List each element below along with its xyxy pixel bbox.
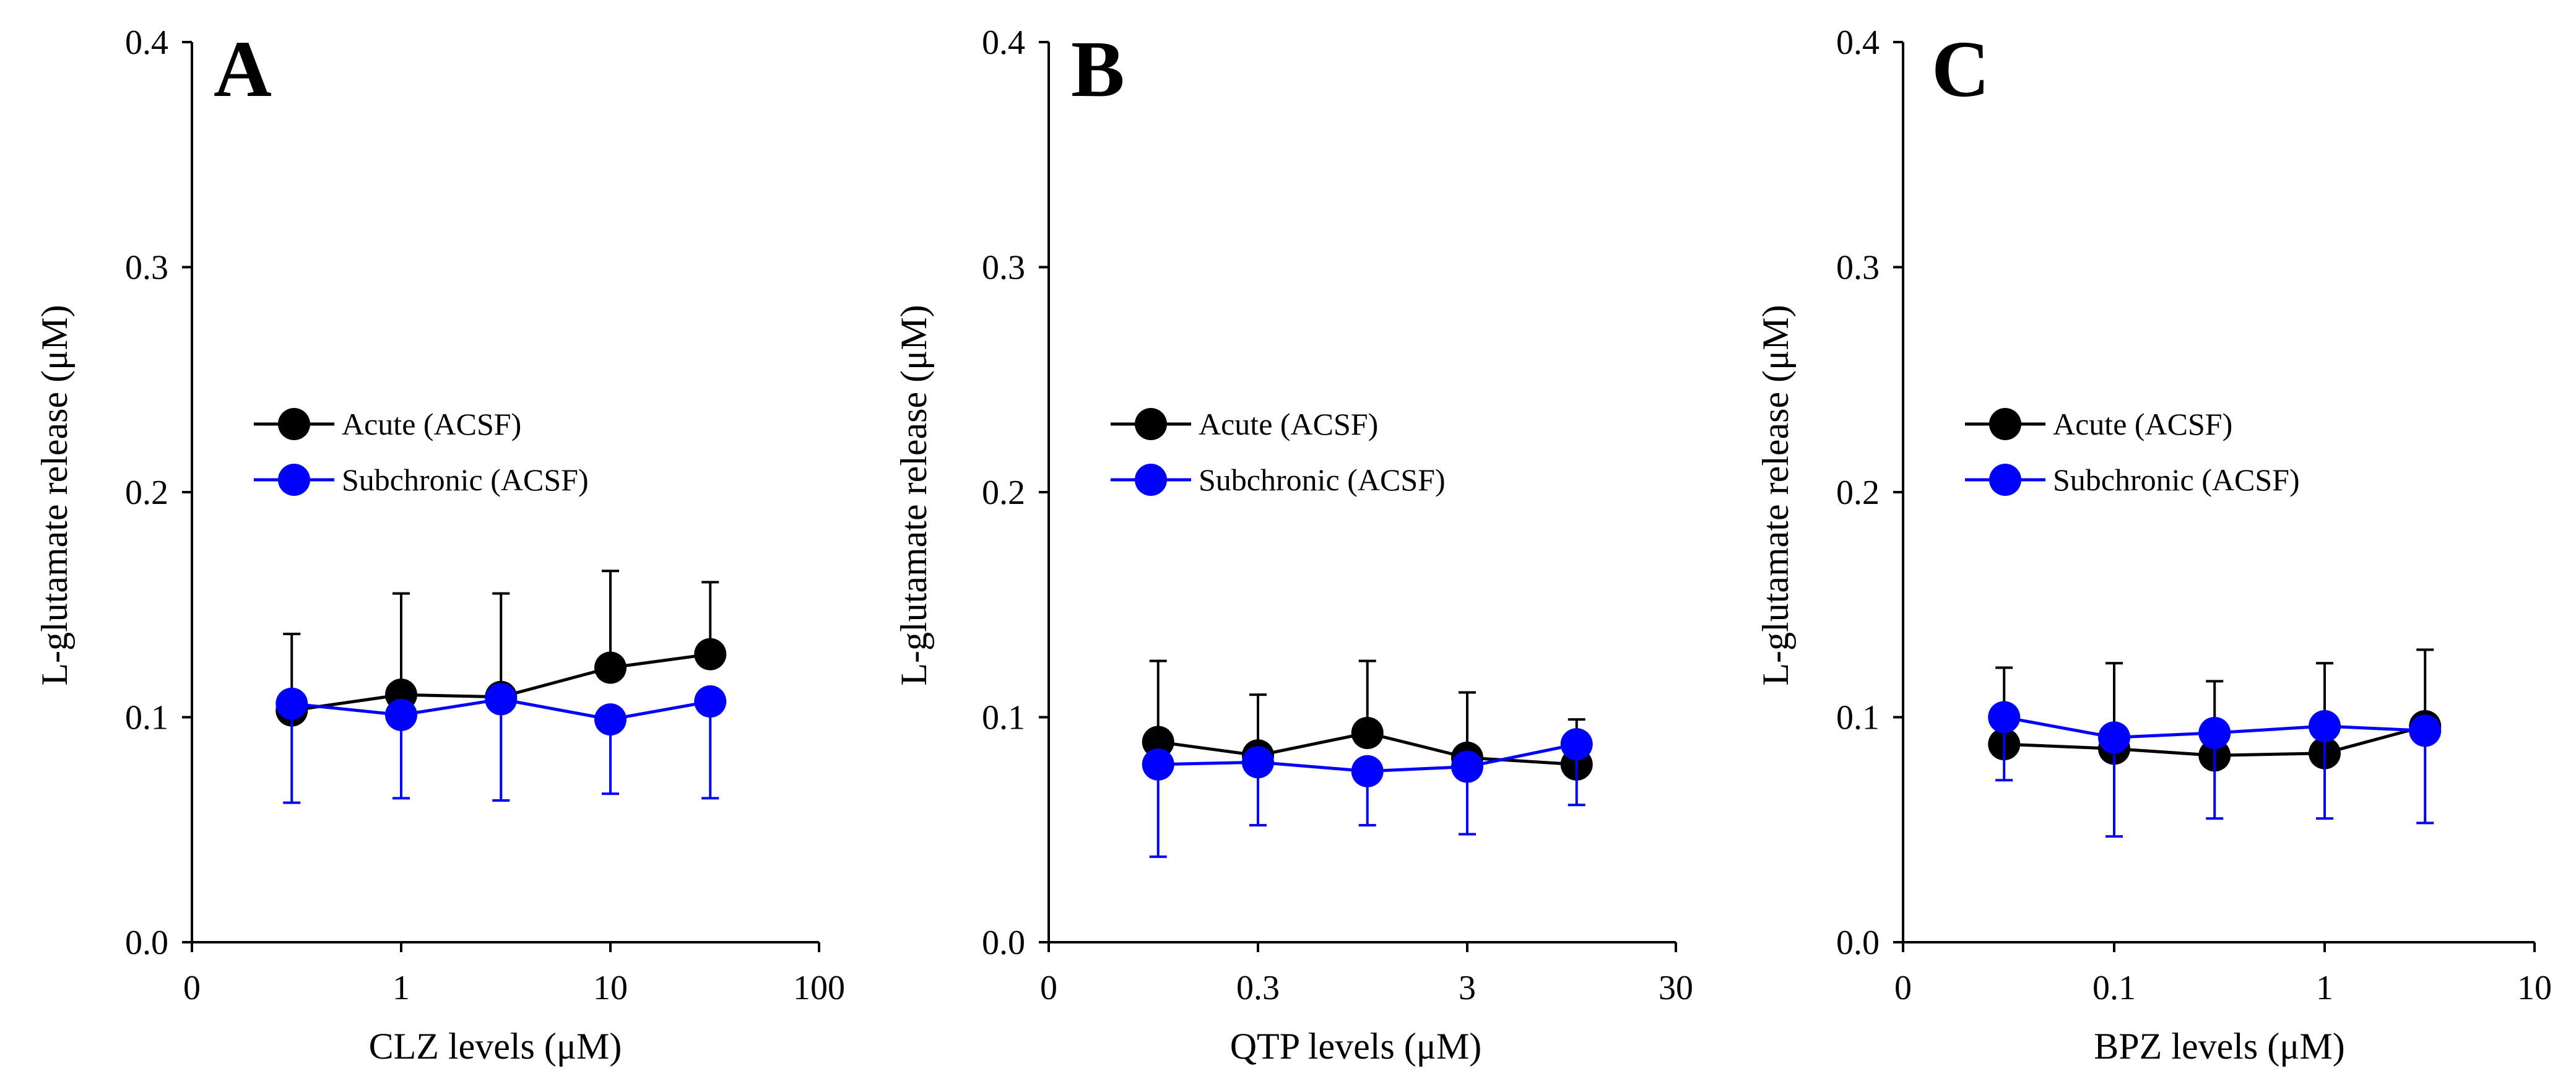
series-subchronic (1988, 701, 2442, 838)
data-point (1560, 728, 1593, 761)
y-tick-label: 0.2 (125, 474, 168, 512)
legend: Acute (ACSF) Subchronic (ACSF) (1965, 407, 2300, 497)
legend-label: Subchronic (ACSF) (1199, 462, 1446, 497)
legend-marker (1135, 464, 1167, 496)
data-point (1351, 755, 1384, 787)
x-tick-label: 100 (793, 969, 845, 1007)
x-tick-label: 10 (593, 969, 628, 1007)
series-subchronic (275, 683, 727, 804)
data-point (594, 703, 627, 736)
data-point (1142, 726, 1174, 758)
y-tick-label: 0.0 (125, 924, 168, 962)
x-tick-label: 30 (1659, 969, 1693, 1007)
legend-label: Acute (ACSF) (2053, 407, 2232, 441)
legend: Acute (ACSF) Subchronic (ACSF) (1111, 407, 1446, 497)
data-point (1451, 750, 1483, 783)
panel-b: B QTP levels (μM) L-glutamate release (μ… (893, 24, 1693, 1067)
legend-marker (1989, 464, 2021, 496)
y-tick-label: 0.3 (1836, 249, 1880, 287)
legend-marker (1989, 408, 2021, 440)
y-tick-label: 0.4 (125, 24, 168, 62)
data-point (694, 638, 727, 670)
x-axis-label: QTP levels (μM) (1230, 1026, 1482, 1067)
panel-a: A CLZ levels (μM) L-glutamate release (μ… (34, 24, 845, 1067)
data-point (1988, 701, 2021, 734)
x-tick-label: 0 (1040, 969, 1057, 1007)
x-tick-label: 10 (2517, 969, 2552, 1007)
y-tick-label: 0.2 (1836, 474, 1880, 512)
x-tick-label: 0.1 (2092, 969, 2136, 1007)
panel-letter: C (1932, 25, 1990, 114)
data-point (694, 685, 727, 718)
legend-label: Subchronic (ACSF) (342, 462, 589, 497)
panel-c: C BPZ levels (μM) L-glutamate release (μ… (1755, 24, 2552, 1067)
x-tick-label: 0 (1894, 969, 1912, 1007)
y-axis-label: L-glutamate release (μM) (893, 305, 934, 685)
data-point (1351, 716, 1384, 749)
data-point (1142, 748, 1174, 781)
y-tick-label: 0.3 (982, 249, 1025, 287)
y-tick-label: 0.0 (982, 924, 1025, 962)
data-point (385, 698, 417, 731)
data-point (594, 651, 627, 684)
data-point (2309, 710, 2341, 743)
x-axis-label: BPZ levels (μM) (2094, 1026, 2344, 1067)
data-point (485, 683, 518, 716)
legend-marker (278, 464, 310, 496)
x-tick-label: 0 (183, 969, 201, 1007)
y-tick-label: 0.0 (1836, 924, 1880, 962)
y-tick-label: 0.1 (125, 699, 168, 737)
data-point (2098, 721, 2130, 754)
x-axis-label: CLZ levels (μM) (369, 1026, 622, 1067)
x-tick-label: 1 (392, 969, 410, 1007)
y-tick-label: 0.1 (1836, 699, 1880, 737)
x-tick-label: 0.3 (1236, 969, 1280, 1007)
data-point (1242, 746, 1274, 779)
series-subchronic (1142, 728, 1593, 858)
legend-label: Subchronic (ACSF) (2053, 462, 2300, 497)
legend-label: Acute (ACSF) (342, 407, 521, 441)
data-point (2198, 716, 2231, 749)
y-tick-label: 0.4 (1836, 24, 1880, 62)
x-tick-label: 1 (2316, 969, 2333, 1007)
y-tick-label: 0.3 (125, 249, 168, 287)
y-tick-label: 0.2 (982, 474, 1025, 512)
data-point (275, 687, 308, 720)
panel-letter: A (214, 25, 272, 114)
y-tick-label: 0.4 (982, 24, 1025, 62)
y-tick-label: 0.1 (982, 699, 1025, 737)
panel-letter: B (1071, 25, 1125, 114)
y-axis-label: L-glutamate release (μM) (34, 305, 75, 685)
data-point (2409, 714, 2442, 747)
y-axis-label: L-glutamate release (μM) (1755, 305, 1796, 685)
legend-label: Acute (ACSF) (1199, 407, 1378, 441)
legend: Acute (ACSF) Subchronic (ACSF) (254, 407, 589, 497)
legend-marker (1135, 408, 1167, 440)
legend-marker (278, 408, 310, 440)
x-tick-label: 3 (1459, 969, 1476, 1007)
